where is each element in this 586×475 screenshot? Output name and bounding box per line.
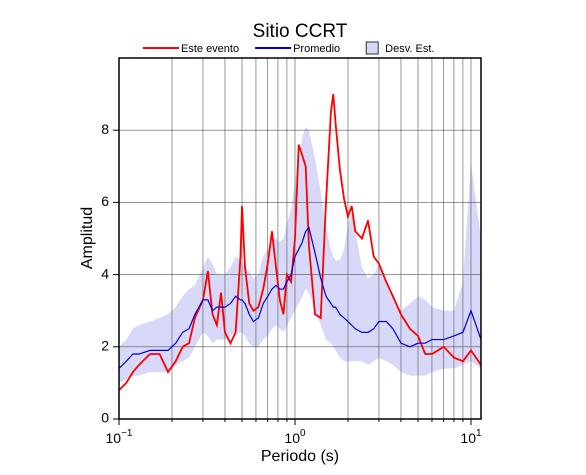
y-tick-label: 6	[101, 193, 109, 209]
chart-title: Sitio CCRT	[253, 21, 348, 42]
legend-label: Este evento	[181, 43, 239, 55]
legend-label: Promedio	[293, 43, 340, 55]
x-axis-label: Periodo (s)	[261, 448, 339, 465]
y-tick-label: 0	[101, 410, 109, 426]
y-tick-label: 8	[101, 121, 109, 137]
y-tick-label: 4	[101, 265, 109, 281]
std-band	[119, 126, 481, 383]
legend-label: Desv. Est.	[385, 43, 434, 55]
legend-swatch	[365, 41, 379, 55]
y-tick-label: 2	[101, 338, 109, 354]
series-line	[118, 226, 482, 369]
plot-frame	[118, 57, 482, 420]
x-tick-label: 101	[460, 428, 482, 446]
y-axis-label: Amplitud	[79, 207, 96, 269]
x-tick-label: 100	[284, 428, 306, 446]
x-tick-label: 10−1	[106, 428, 133, 446]
